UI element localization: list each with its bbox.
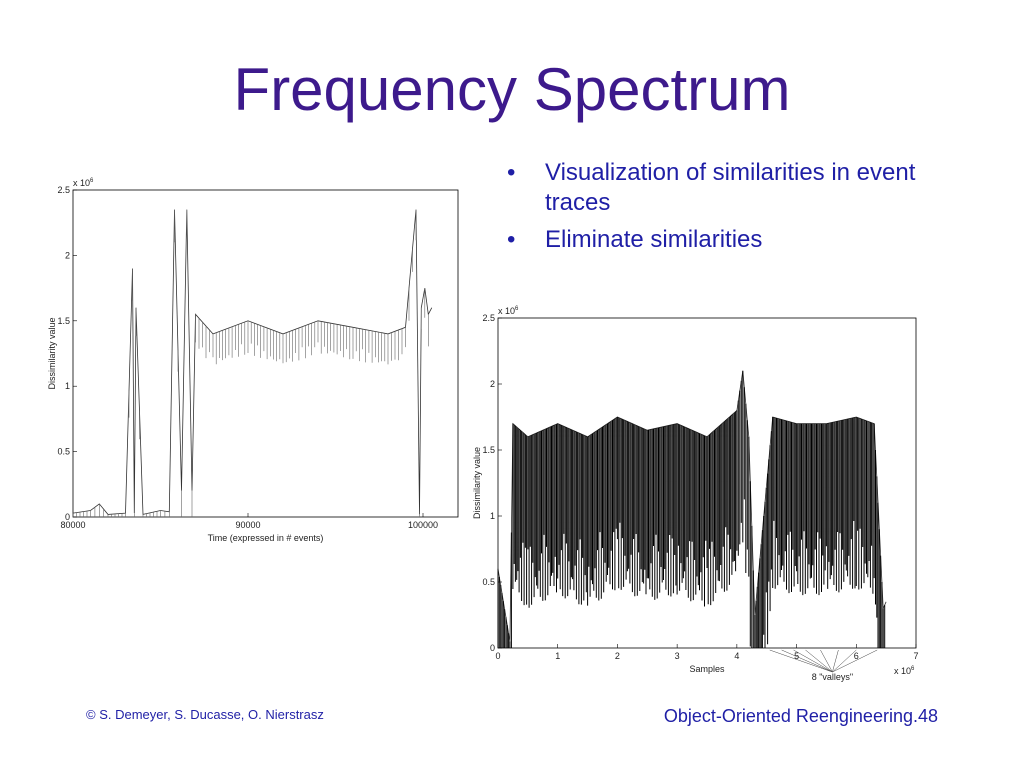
series-oscillation [497,370,886,648]
y-tick-label: 2 [65,250,70,260]
y-tick-label: 0 [490,643,495,653]
x-tick-label: 4 [734,651,739,661]
bullet-text: Visualization of similarities in event t… [545,159,916,216]
x-tick-label: 80000 [60,520,85,530]
annotation-pointer [793,649,833,673]
y-axis-label: Dissimilarity value [472,447,482,519]
annotation-pointer [820,649,833,673]
y-tick-label: 2 [490,379,495,389]
plot-frame [497,317,917,649]
x-tick-label: 0 [495,651,500,661]
bullet-item: • Visualization of similarities in event… [505,158,925,218]
bullet-icon: • [507,159,516,186]
annotation-pointer [832,649,857,673]
y-tick-label: 1.5 [482,445,495,455]
plot-frame [72,189,459,518]
x-tick-label: 7 [913,651,918,661]
annotation-pointer [781,649,833,673]
y-scale-label: x 106 [73,178,94,188]
chart-dissimilarity-time: 80000 90000 100000 0 0.5 1 1.5 2 2.5 x 106 Time (e… [40,170,480,550]
x-tick-label: 2 [615,651,620,661]
x-tick-label: 6 [854,651,859,661]
y-tick-label: 0.5 [482,577,495,587]
slide-title: Frequency Spectrum [233,56,791,123]
bullet-icon: • [507,226,516,253]
y-tick-label: 1 [490,511,495,521]
annotation-pointer [832,649,839,673]
y-tick-label: 0.5 [57,447,70,457]
y-tick-label: 1 [65,381,70,391]
x-tick-label: 3 [675,651,680,661]
chart-svg: 80000 90000 100000 0 0.5 1 1.5 2 2.5x 106 Time (e… [47,178,459,543]
annotation-label: 8 "valleys" [812,672,853,682]
x-scale-label: x 106 [894,666,915,676]
y-axis-label: Dissimilarity value [47,317,57,389]
chart-dissimilarity-samples: 0 1 2 3 4 5 6 7 0 0.5 1 1.5 2 2.5 x 106 x 106 Samples Dis… [458,298,938,690]
x-axis-label: Time (expressed in # events) [208,533,324,543]
series-oscillation [72,209,429,517]
footer-copyright: © S. Demeyer, S. Ducasse, O. Nierstrasz [86,707,324,722]
x-tick-label: 5 [794,651,799,661]
x-tick-label: 100000 [408,520,438,530]
bullet-text: Eliminate similarities [545,226,763,253]
x-tick-label: 1 [555,651,560,661]
y-tick-label: 2.5 [482,313,495,323]
annotation-pointer [769,649,833,673]
x-axis-label: Samples [689,664,725,674]
y-tick-label: 1.5 [57,316,70,326]
annotation-pointer [832,649,878,673]
bullet-list: • Visualization of similarities in event… [505,158,925,262]
bullet-item: • Eliminate similarities [505,225,925,255]
x-tick-label: 90000 [235,520,260,530]
series-line [72,209,433,515]
y-tick-label: 2.5 [57,185,70,195]
footer-course-title: Object-Oriented Reengineering.48 [663,706,938,726]
y-tick-label: 0 [65,512,70,522]
y-scale-label: x 106 [498,306,519,316]
annotation-pointer [805,649,833,673]
